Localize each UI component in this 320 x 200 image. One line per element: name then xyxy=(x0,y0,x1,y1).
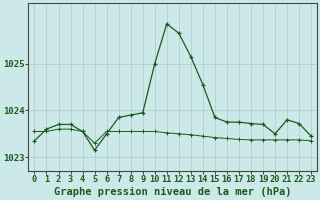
X-axis label: Graphe pression niveau de la mer (hPa): Graphe pression niveau de la mer (hPa) xyxy=(54,187,292,197)
